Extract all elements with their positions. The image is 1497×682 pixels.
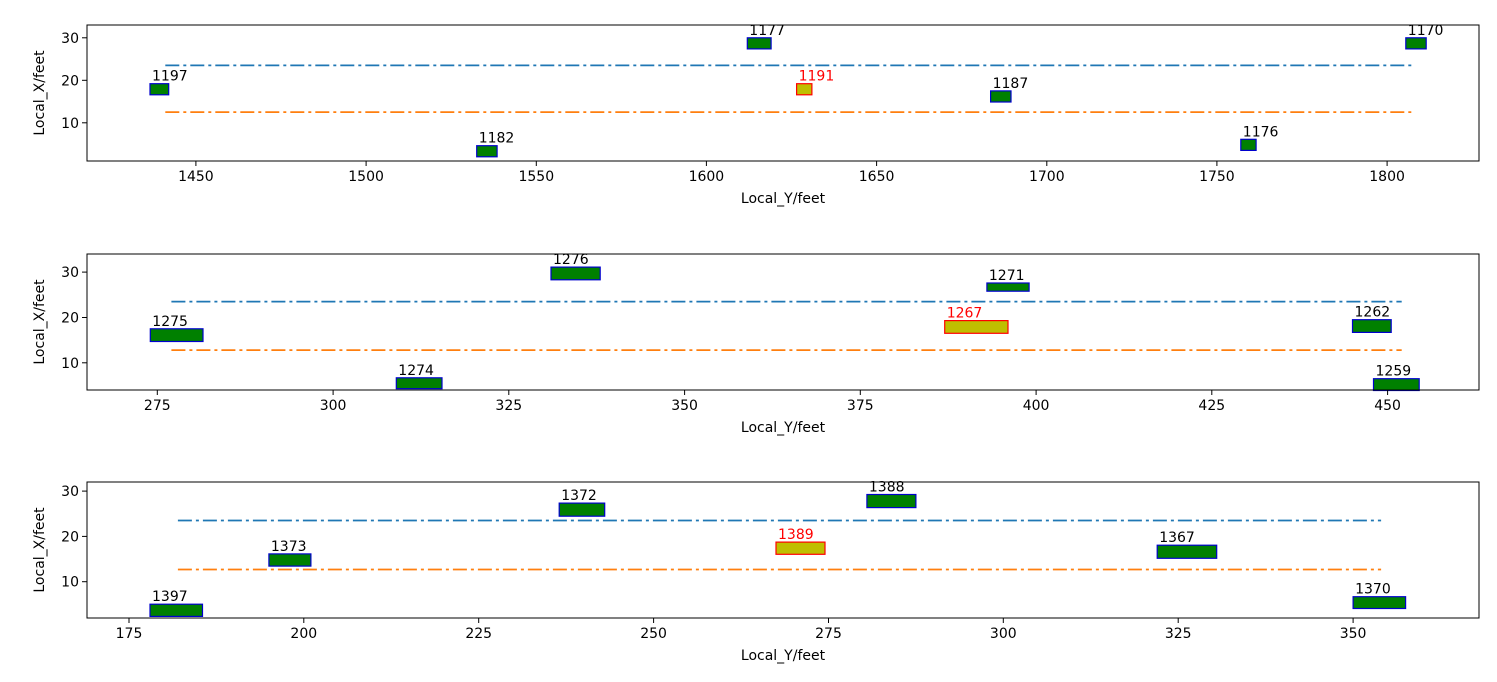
subplot-3: 1397 1373 1372 1389 1388 1367 1370 175 200 225 250… xyxy=(32,480,1480,664)
x-tick-label: 450 xyxy=(1374,398,1401,414)
y-tick-label: 20 xyxy=(61,73,79,89)
vehicle-rect-1176 xyxy=(1240,138,1257,152)
vehicle-label-1274: 1274 xyxy=(398,363,434,379)
x-tick-label: 325 xyxy=(495,398,522,414)
x-tick-label: 275 xyxy=(815,626,842,642)
x-tick-label: 225 xyxy=(465,626,492,642)
vehicle-rect-1191 xyxy=(795,83,813,96)
vehicle-rect-1367 xyxy=(1156,544,1218,559)
vehicle-label-1262: 1262 xyxy=(1355,305,1391,321)
x-tick-label: 1600 xyxy=(689,169,725,185)
vehicle-rect-1170 xyxy=(1405,37,1427,50)
vehicle-label-1372: 1372 xyxy=(561,488,597,504)
x-tick-label: 1700 xyxy=(1029,169,1065,185)
x-tick-label: 325 xyxy=(1165,626,1192,642)
vehicle-rect-1259 xyxy=(1372,378,1420,392)
vehicle-label-1397: 1397 xyxy=(152,589,188,605)
vehicle-rect-1274 xyxy=(395,377,443,390)
vehicle-rect-1372 xyxy=(558,502,606,517)
vehicle-label-1388: 1388 xyxy=(869,480,905,496)
vehicle-rect-1177 xyxy=(746,37,772,50)
x-tick-label: 175 xyxy=(116,626,143,642)
axes-frame xyxy=(86,481,1480,619)
y-tick-label: 10 xyxy=(61,575,79,591)
axes-frame xyxy=(86,253,1480,391)
x-tick-label: 200 xyxy=(290,626,317,642)
vehicle-rect-1182 xyxy=(476,145,498,158)
axes-frame xyxy=(86,24,1480,162)
x-tick-label: 1500 xyxy=(348,169,384,185)
y-tick-label: 20 xyxy=(61,529,79,545)
vehicle-rect-1262 xyxy=(1351,319,1392,334)
vehicle-label-1191: 1191 xyxy=(799,69,835,85)
vehicle-label-1259: 1259 xyxy=(1376,364,1412,380)
x-tick-label: 1750 xyxy=(1199,169,1235,185)
x-axis-label: Local_Y/feet xyxy=(741,420,826,436)
vehicle-rect-1197 xyxy=(149,83,170,96)
vehicle-rect-1187 xyxy=(989,90,1012,103)
x-tick-label: 400 xyxy=(1023,398,1050,414)
vehicle-rect-1276 xyxy=(550,266,601,281)
y-tick-label: 30 xyxy=(61,265,79,281)
x-tick-label: 1550 xyxy=(518,169,554,185)
vehicle-rect-1373 xyxy=(268,553,312,567)
x-tick-label: 350 xyxy=(1340,626,1367,642)
y-tick-label: 10 xyxy=(61,356,79,372)
y-axis-label: Local_X/feet xyxy=(32,50,48,136)
vehicle-label-1182: 1182 xyxy=(479,131,515,147)
x-tick-label: 350 xyxy=(671,398,698,414)
vehicle-rect-1267 xyxy=(944,320,1009,334)
vehicle-label-1373: 1373 xyxy=(271,539,307,555)
vehicle-rect-1275 xyxy=(149,328,204,343)
vehicle-label-1271: 1271 xyxy=(989,268,1025,284)
vehicle-rect-1389 xyxy=(775,541,826,555)
y-tick-label: 10 xyxy=(61,116,79,132)
y-axis-label: Local_X/feet xyxy=(32,279,48,365)
vehicle-label-1197: 1197 xyxy=(152,69,188,85)
x-tick-label: 275 xyxy=(144,398,171,414)
vehicle-rect-1271 xyxy=(986,282,1030,292)
vehicle-label-1370: 1370 xyxy=(1355,582,1391,598)
vehicle-label-1367: 1367 xyxy=(1159,530,1195,546)
vehicle-rect-1370 xyxy=(1352,596,1407,610)
vehicle-label-1267: 1267 xyxy=(947,306,983,322)
vehicle-label-1276: 1276 xyxy=(553,252,589,268)
x-tick-label: 300 xyxy=(320,398,347,414)
vehicle-label-1275: 1275 xyxy=(152,314,188,330)
x-tick-label: 375 xyxy=(847,398,874,414)
vehicle-rect-1397 xyxy=(149,603,204,618)
subplot-1: 1197 1182 1177 1191 1187 1176 1170 1450 1500 1550… xyxy=(32,23,1480,207)
vehicle-label-1176: 1176 xyxy=(1243,124,1279,140)
vehicle-label-1389: 1389 xyxy=(778,527,814,543)
y-tick-label: 30 xyxy=(61,484,79,500)
y-tick-label: 20 xyxy=(61,311,79,327)
vehicle-label-1170: 1170 xyxy=(1408,23,1444,39)
x-tick-label: 1450 xyxy=(178,169,214,185)
x-tick-label: 1650 xyxy=(859,169,895,185)
subplot-2: 1275 1274 1276 1267 1271 1262 1259 275 300 325 350… xyxy=(32,252,1480,436)
x-tick-label: 250 xyxy=(640,626,667,642)
y-axis-label: Local_X/feet xyxy=(32,507,48,593)
vehicle-label-1187: 1187 xyxy=(993,76,1029,92)
x-axis-label: Local_Y/feet xyxy=(741,648,826,664)
x-axis-label: Local_Y/feet xyxy=(741,191,826,207)
x-tick-label: 425 xyxy=(1198,398,1225,414)
vehicle-rect-1388 xyxy=(866,493,917,509)
vehicle-label-1177: 1177 xyxy=(749,23,785,39)
y-tick-label: 30 xyxy=(61,31,79,47)
x-tick-label: 1800 xyxy=(1369,169,1405,185)
x-tick-label: 300 xyxy=(990,626,1017,642)
